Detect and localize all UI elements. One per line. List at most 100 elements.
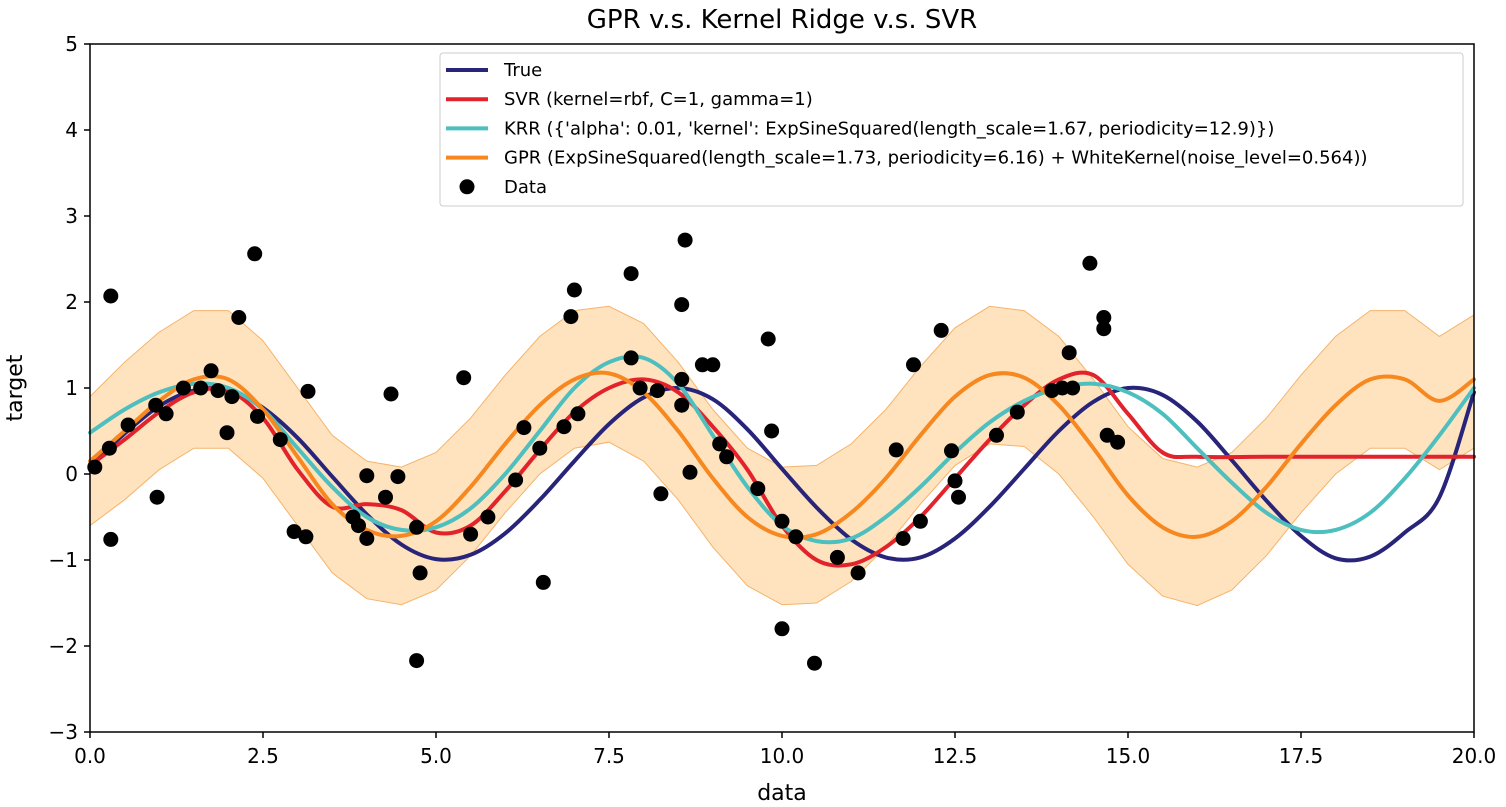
legend: True SVR (kernel=rbf, C=1, gamma=1) KRR ({… (439, 52, 1464, 207)
legend-label: SVR (kernel=rbf, C=1, gamma=1) (504, 89, 813, 110)
legend-label: GPR (ExpSineSquared(length_scale=1.73, p… (504, 148, 1368, 169)
data-point (788, 529, 804, 545)
data-point (674, 397, 690, 413)
data-point (888, 442, 904, 458)
data-point (912, 513, 928, 529)
data-point (87, 459, 103, 475)
data-point (300, 383, 316, 399)
data-point (463, 526, 479, 542)
data-point (120, 417, 136, 433)
y-tick-label: 4 (65, 118, 78, 142)
y-tick-label: 3 (65, 204, 78, 228)
data-point (750, 481, 766, 497)
data-point (224, 389, 240, 405)
x-axis: 0.0 2.5 5.0 7.5 10.0 12.5 15.0 17.5 20.0 (74, 732, 1496, 768)
data-point (556, 419, 572, 435)
data-point (219, 425, 235, 441)
data-point (103, 288, 119, 304)
data-point (1065, 380, 1081, 396)
data-point (351, 518, 366, 534)
y-tick-label: 0 (65, 462, 78, 486)
data-point (456, 370, 472, 386)
data-point (359, 468, 375, 484)
y-tick-label: 5 (65, 32, 78, 56)
data-point (632, 380, 648, 396)
data-point (774, 621, 790, 637)
y-tick-label: −3 (49, 720, 78, 744)
data-point (231, 310, 247, 325)
data-point (1096, 321, 1112, 337)
data-point (566, 282, 582, 298)
gpr-line (88, 370, 1476, 540)
x-tick-label: 7.5 (593, 744, 625, 768)
y-tick-label: 2 (65, 290, 78, 314)
y-tick-label: −2 (49, 634, 78, 658)
data-point (712, 436, 728, 452)
data-point (532, 440, 548, 456)
data-point (906, 357, 921, 373)
data-point (705, 357, 721, 373)
data-point (1009, 404, 1025, 420)
data-point (933, 322, 949, 338)
data-point (649, 383, 665, 399)
data-point (1082, 255, 1098, 271)
data-point (760, 331, 776, 347)
data-point (480, 509, 496, 525)
x-tick-label: 0.0 (74, 744, 106, 768)
data-point (674, 297, 690, 313)
data-point (516, 420, 532, 436)
data-point (203, 363, 219, 379)
data-point (535, 574, 551, 590)
svr-line (88, 370, 1476, 568)
data-point (298, 529, 314, 545)
y-axis-title: target (3, 354, 28, 421)
data-point (1061, 345, 1077, 361)
data-point (378, 489, 393, 505)
legend-label: KRR ({'alpha': 0.01, 'kernel': ExpSineSq… (504, 118, 1274, 139)
legend-label: True (503, 60, 542, 81)
data-point (623, 350, 639, 366)
x-tick-label: 10.0 (760, 744, 805, 768)
x-tick-label: 5.0 (420, 744, 452, 768)
data-point (409, 653, 425, 669)
data-point (412, 565, 428, 581)
data-point (390, 469, 406, 485)
data-point (563, 309, 579, 325)
x-tick-label: 15.0 (1106, 744, 1151, 768)
data-point (101, 440, 117, 456)
data-point (193, 380, 209, 396)
x-axis-title: data (757, 781, 807, 806)
data-point (623, 266, 639, 282)
data-point (674, 371, 690, 387)
data-point (250, 408, 265, 424)
y-tick-label: 1 (65, 376, 78, 400)
x-tick-label: 20.0 (1452, 744, 1497, 768)
data-point (1096, 310, 1112, 325)
data-point (149, 489, 165, 505)
data-point (895, 531, 911, 546)
data-point (829, 549, 845, 565)
data-point (989, 427, 1004, 443)
data-point (947, 473, 963, 489)
data-points-layer (87, 232, 1126, 671)
y-axis: −3 −2 −1 0 1 2 3 4 5 (49, 32, 90, 744)
data-point (807, 655, 822, 671)
x-tick-label: 2.5 (247, 744, 279, 768)
data-point (508, 472, 524, 488)
data-point (1054, 380, 1070, 396)
data-point (103, 531, 119, 547)
data-point (682, 464, 698, 480)
legend-label: Data (504, 177, 547, 198)
chart-title: GPR v.s. Kernel Ridge v.s. SVR (587, 5, 977, 35)
data-point (677, 232, 693, 248)
legend-marker-swatch (459, 179, 475, 195)
x-tick-label: 12.5 (933, 744, 978, 768)
data-point (158, 406, 174, 422)
data-point (764, 423, 780, 439)
data-point (719, 449, 735, 465)
data-point (653, 486, 669, 502)
data-point (570, 406, 586, 422)
data-point (774, 513, 790, 529)
data-point (247, 246, 263, 262)
